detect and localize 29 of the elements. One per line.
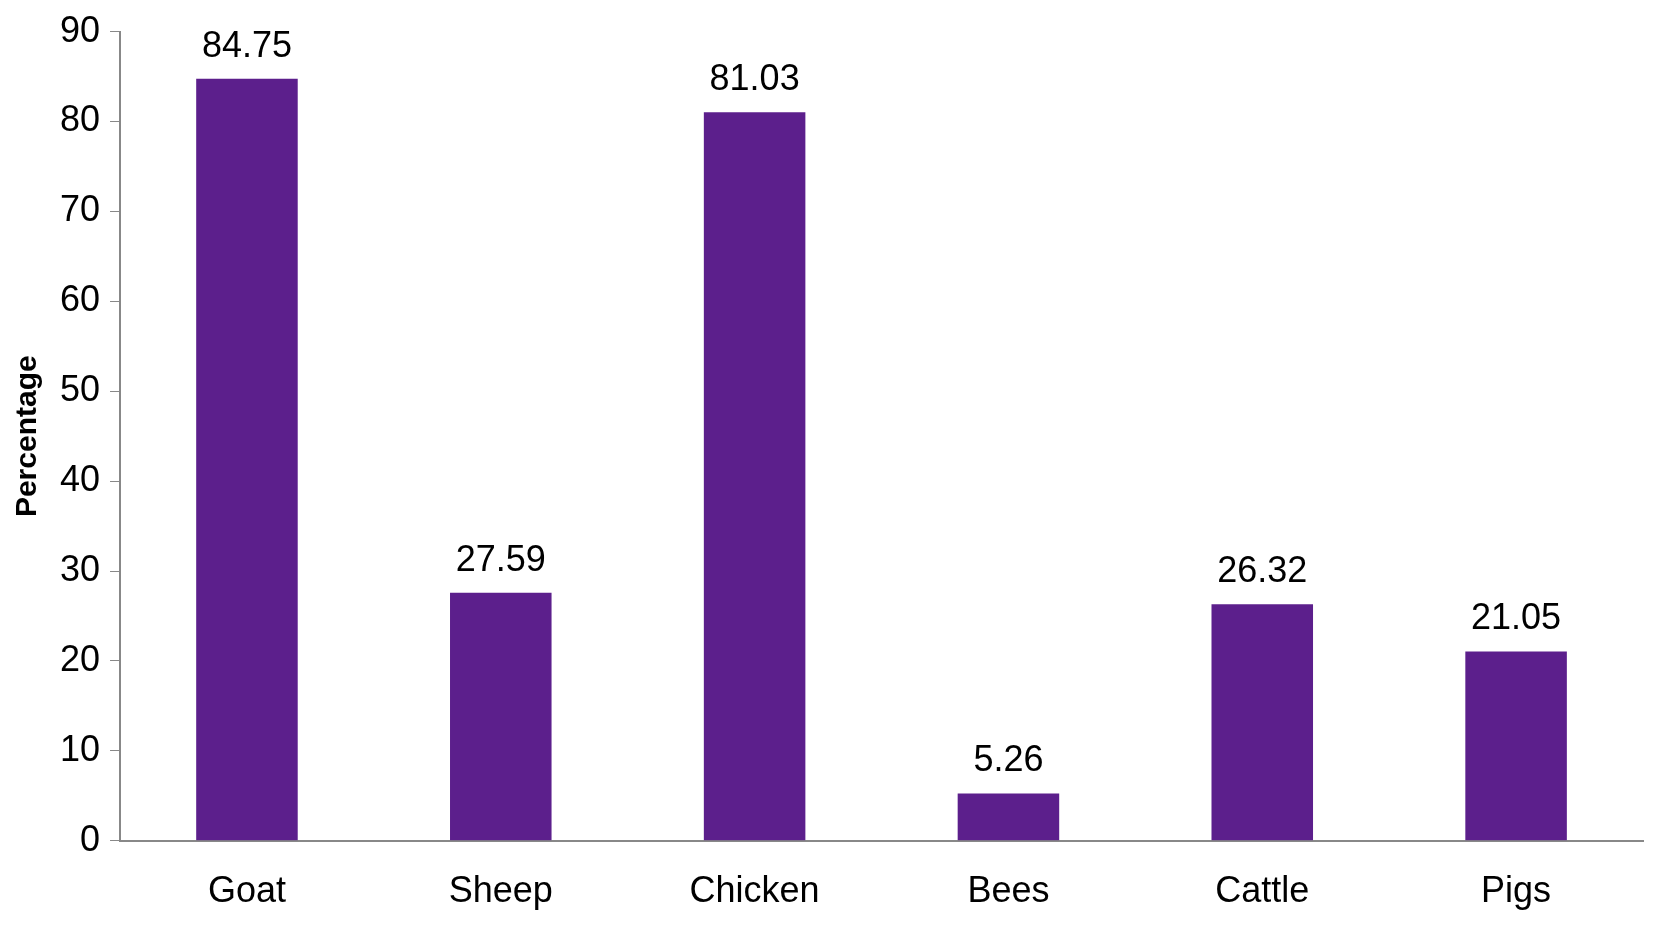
bar: [1465, 651, 1567, 841]
data-label: 84.75: [201, 23, 292, 65]
bar: [450, 592, 552, 841]
bar: [196, 78, 298, 841]
data-label: 26.32: [1217, 549, 1308, 591]
x-tick-label: Chicken: [689, 869, 820, 911]
data-label: 81.03: [709, 57, 800, 99]
x-tick-label: Cattle: [1215, 869, 1310, 911]
x-tick-label: Bees: [967, 869, 1050, 911]
y-tick-label: 90: [60, 8, 101, 50]
y-tick-label: 0: [80, 817, 101, 859]
x-tick-label: Pigs: [1481, 869, 1552, 911]
x-tick-label: Sheep: [448, 869, 553, 911]
y-axis-title: Percentage: [9, 355, 43, 518]
y-tick-label: 70: [60, 188, 101, 230]
data-label: 5.26: [973, 738, 1044, 780]
bar: [957, 793, 1060, 841]
y-tick-label: 40: [60, 458, 101, 500]
data-label: 21.05: [1471, 596, 1562, 638]
y-tick-label: 20: [60, 637, 101, 679]
x-tick-label: Goat: [207, 869, 286, 911]
y-tick-label: 10: [60, 727, 101, 769]
y-tick-label: 50: [60, 368, 101, 410]
data-label: 27.59: [455, 537, 546, 579]
y-tick-label: 80: [60, 98, 101, 140]
bar: [1211, 604, 1314, 841]
y-tick-label: 60: [60, 278, 101, 320]
y-tick-label: 30: [60, 547, 101, 589]
bar: [703, 112, 806, 841]
